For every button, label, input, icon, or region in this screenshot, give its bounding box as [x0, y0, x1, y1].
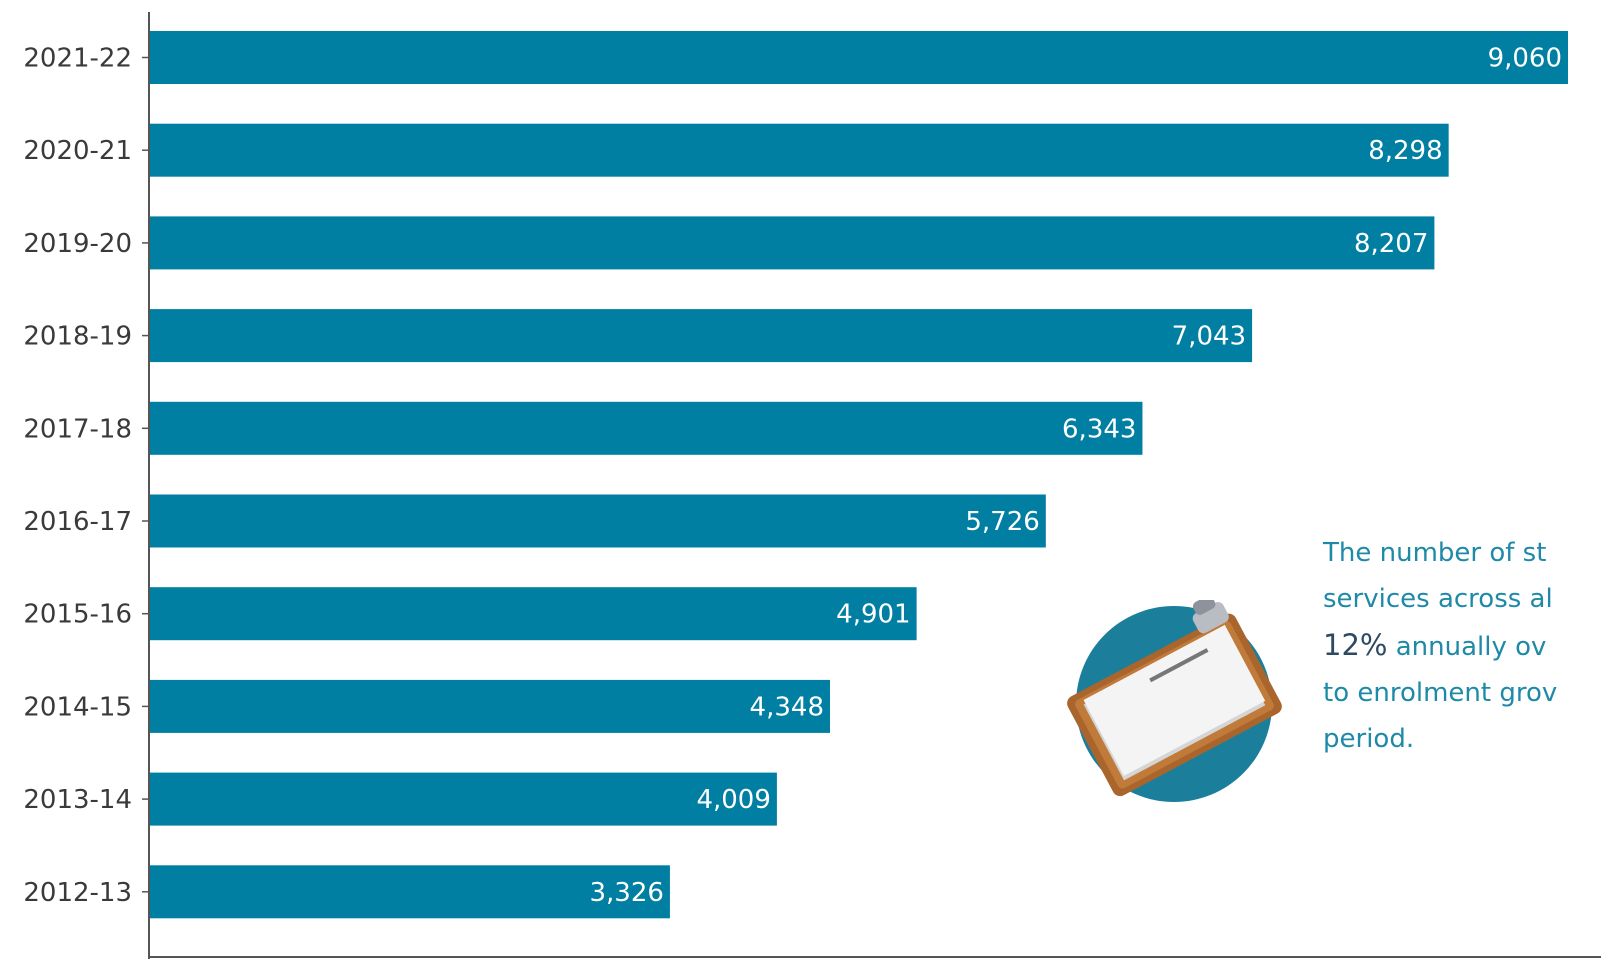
- tick-label-2016-17: 2016-17: [23, 507, 132, 537]
- tick-label-2014-15: 2014-15: [23, 692, 132, 722]
- tick-label-2017-18: 2017-18: [23, 414, 132, 444]
- tick-label-2015-16: 2015-16: [23, 600, 132, 630]
- bar-2018-19: [149, 309, 1253, 363]
- data-label-2021-22: 9,060: [1488, 44, 1562, 74]
- bar-2015-16: [149, 587, 917, 641]
- tick-label-2018-19: 2018-19: [23, 322, 132, 352]
- annotation-line-2: services across al: [1323, 584, 1553, 614]
- bar-2021-22: [149, 31, 1568, 84]
- bars-group: 9,060 8,298 8,207 7,043 6,343 5,726 4,901 4,348…: [149, 31, 1568, 919]
- data-label-2016-17: 5,726: [965, 507, 1039, 537]
- y-axis: 2021-22 2020-21 2019-20 2018-19 2017-18 2016-…: [23, 12, 1601, 959]
- tick-label-2020-21: 2020-21: [23, 136, 132, 166]
- data-label-2013-14: 4,009: [696, 785, 770, 815]
- tick-label-2012-13: 2012-13: [23, 878, 132, 908]
- bar-2017-18: [149, 401, 1143, 455]
- annotation-percent: 12%: [1323, 628, 1388, 662]
- data-label-2014-15: 4,348: [750, 692, 824, 722]
- tick-label-2013-14: 2013-14: [23, 785, 132, 815]
- annotation-line-5: period.: [1323, 724, 1415, 754]
- data-label-2018-19: 7,043: [1172, 322, 1246, 352]
- data-label-2017-18: 6,343: [1062, 414, 1136, 444]
- data-label-2012-13: 3,326: [589, 878, 663, 908]
- annotation-line-1: The number of st: [1323, 538, 1547, 568]
- clipboard-illustration: [1050, 595, 1290, 814]
- data-label-2019-20: 8,207: [1354, 229, 1428, 259]
- tick-label-2021-22: 2021-22: [23, 44, 132, 74]
- bar-2014-15: [149, 679, 830, 733]
- bar-2019-20: [149, 216, 1435, 270]
- bar-2013-14: [149, 772, 777, 826]
- annotation-line-4: to enrolment grov: [1323, 678, 1558, 708]
- clipboard-icon: [1067, 595, 1282, 802]
- tick-label-2019-20: 2019-20: [23, 229, 132, 259]
- data-label-2020-21: 8,298: [1368, 136, 1442, 166]
- annotation-line-3-rest: annually ov: [1387, 632, 1547, 662]
- annotation-text: The number of st services across al 12% …: [1323, 530, 1557, 762]
- bar-2012-13: [149, 865, 670, 919]
- bar-2016-17: [149, 494, 1046, 548]
- annotation-line-3: 12% annually ov: [1323, 622, 1557, 670]
- bar-2020-21: [149, 123, 1449, 177]
- data-label-2015-16: 4,901: [836, 600, 910, 630]
